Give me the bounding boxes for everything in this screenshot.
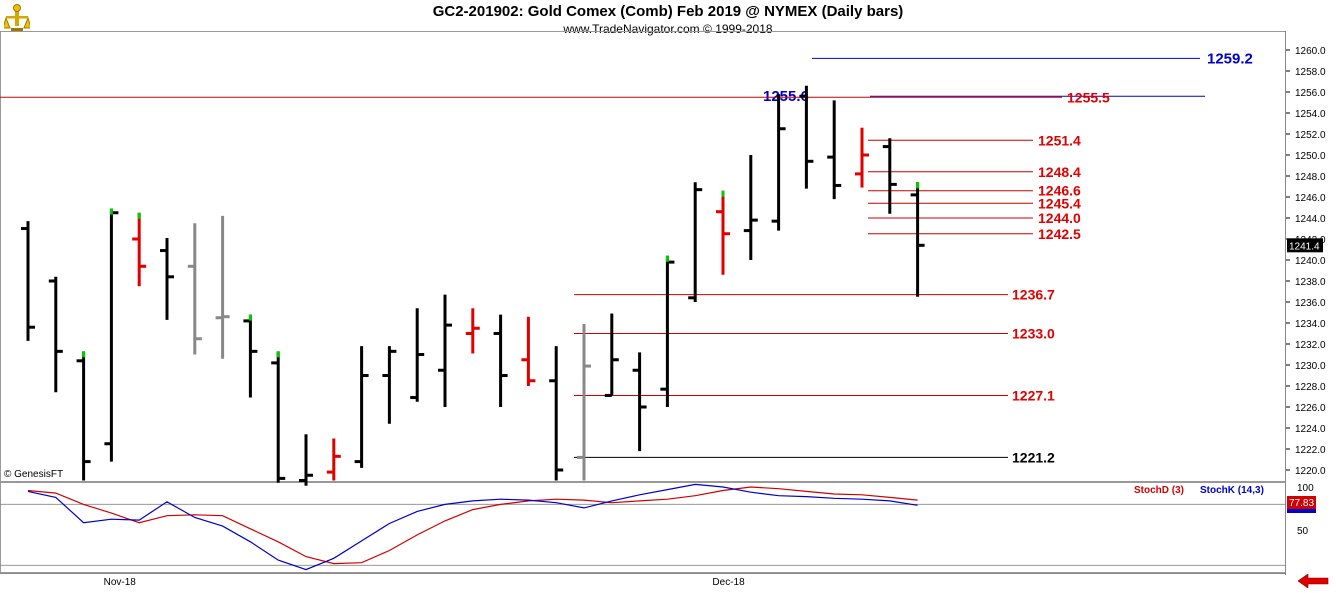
- price-tick-label: 1252.0: [1295, 130, 1326, 141]
- level-label: 1233.0: [1012, 326, 1055, 342]
- level-label: 1246.6: [1038, 183, 1081, 199]
- level-label: 1259.2: [1207, 50, 1253, 67]
- price-tick-label: 1260.0: [1295, 46, 1326, 57]
- ohlc-bar: [354, 346, 369, 468]
- stochk-legend: StochK (14,3): [1200, 485, 1264, 496]
- stoch-k-line: [27, 483, 918, 571]
- ohlc-bar: [577, 324, 591, 481]
- level-label: 1242.5: [1038, 226, 1081, 242]
- level-label: 1221.2: [1012, 449, 1055, 465]
- price-tick-label: 1254.0: [1295, 109, 1326, 120]
- price-tick-label: 1236.0: [1295, 298, 1326, 309]
- ohlc-bar: [799, 85, 814, 189]
- ohlc-bar: [160, 237, 174, 320]
- ohlc-bar: [771, 94, 786, 231]
- price-tick-label: 1250.0: [1295, 151, 1326, 162]
- last-price-badge: [1287, 238, 1323, 253]
- level-label: 1255.6: [763, 88, 809, 105]
- ohlc-bar: [493, 314, 508, 407]
- ohlc-bar: [604, 313, 619, 397]
- ohlc-bar: [271, 351, 286, 483]
- price-tick-label: 1228.0: [1295, 382, 1326, 393]
- price-tick-label: 1226.0: [1295, 403, 1326, 414]
- red-left-arrow-icon[interactable]: [1297, 573, 1330, 593]
- ohlc-bar: [882, 138, 897, 214]
- ohlc-bar: [438, 294, 452, 407]
- trade-navigator-logo-icon: [2, 4, 32, 37]
- ohlc-bar: [132, 212, 147, 287]
- ohlc-bar: [743, 155, 758, 260]
- price-tick-label: 1240.0: [1295, 256, 1326, 267]
- time-axis-label: Nov-18: [104, 577, 137, 588]
- price-tick-label: 1248.0: [1295, 172, 1326, 183]
- ohlc-bar: [549, 346, 564, 481]
- stoch-value-badge: [1287, 496, 1316, 509]
- price-tick-label: 1230.0: [1295, 361, 1326, 372]
- level-label: 1248.4: [1038, 164, 1081, 180]
- price-tick-label: 1256.0: [1295, 88, 1326, 99]
- price-tick-label: 1246.0: [1295, 193, 1326, 204]
- ohlc-bar: [632, 352, 647, 452]
- ohlc-bar: [215, 215, 230, 359]
- time-axis-label: Dec-18: [712, 577, 745, 588]
- ohlc-bar: [299, 434, 313, 486]
- ohlc-bar: [465, 308, 480, 354]
- ohlc-bar: [660, 255, 675, 407]
- stoch-value-label: 77.83: [1289, 498, 1314, 509]
- stoch-k-badge: [1287, 509, 1316, 513]
- price-tick-label: 1222.0: [1295, 445, 1326, 456]
- level-label: 1227.1: [1012, 387, 1055, 403]
- ohlc-bar: [910, 182, 925, 297]
- ohlc-bar: [382, 346, 397, 424]
- level-label: 1244.0: [1038, 210, 1081, 226]
- price-tick-label: 1258.0: [1295, 67, 1326, 78]
- ohlc-bar: [855, 127, 869, 188]
- ohlc-bar: [48, 276, 63, 393]
- level-label: 1245.4: [1038, 195, 1081, 211]
- price-tick-label: 1244.0: [1295, 214, 1326, 225]
- ohlc-bar: [187, 223, 202, 355]
- stochd-legend: StochD (3): [1134, 485, 1184, 496]
- price-tick-label: 1234.0: [1295, 319, 1326, 330]
- chart-title: GC2-201902: Gold Comex (Comb) Feb 2019 @…: [432, 3, 904, 20]
- stoch-tick-label: 100: [1297, 483, 1314, 494]
- price-tick-label: 1224.0: [1295, 424, 1326, 435]
- price-tick-label: 1220.0: [1295, 466, 1326, 477]
- ohlc-bar: [326, 438, 341, 481]
- ohlc-bar: [410, 308, 425, 402]
- chart-subtitle: www.TradeNavigator.com © 1999-2018: [563, 22, 773, 36]
- ohlc-bar: [716, 190, 730, 275]
- ohlc-bar: [243, 314, 258, 398]
- last-price-label: 1241.4: [1289, 241, 1320, 252]
- stoch-tick-label: 50: [1297, 526, 1309, 537]
- level-label: 1236.7: [1012, 287, 1055, 303]
- copyright-label: © GenesisFT: [4, 469, 64, 480]
- ohlc-bar: [104, 208, 119, 462]
- stoch-d-line: [27, 486, 918, 565]
- ohlc-bar: [521, 316, 536, 386]
- level-label: 1251.4: [1038, 132, 1081, 148]
- ohlc-bar: [76, 351, 91, 481]
- ohlc-bar: [688, 182, 703, 302]
- ohlc-bar: [827, 100, 842, 200]
- price-tick-label: 1238.0: [1295, 277, 1326, 288]
- price-tick-label: 1232.0: [1295, 340, 1326, 351]
- ohlc-bar: [21, 221, 35, 341]
- level-label: 1255.5: [1067, 89, 1110, 105]
- stoch-panel-border: [0, 482, 1286, 573]
